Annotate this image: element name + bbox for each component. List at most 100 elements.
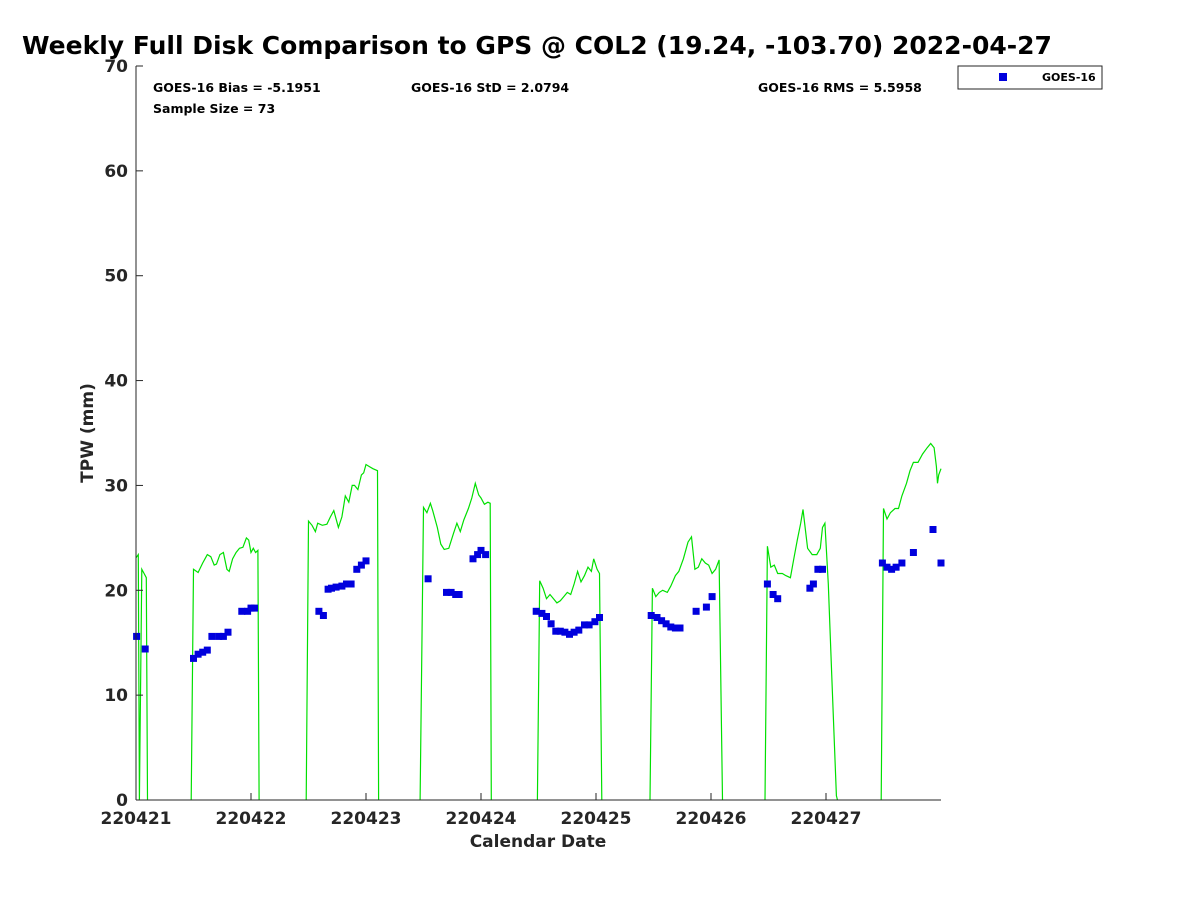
y-tick-label: 60 bbox=[104, 162, 128, 182]
y-tick-label: 40 bbox=[104, 372, 128, 392]
goes16-point bbox=[774, 595, 782, 603]
goes16-point bbox=[424, 575, 432, 583]
y-ticks: 0 10 20 30 40 50 60 70 bbox=[104, 57, 143, 811]
goes16-point bbox=[469, 555, 477, 563]
x-tick-label: 220424 bbox=[446, 809, 517, 829]
goes16-point bbox=[806, 584, 814, 592]
goes16-point bbox=[929, 526, 937, 533]
goes16-point bbox=[532, 607, 540, 615]
goes16-point bbox=[319, 612, 327, 619]
gps-line-segment bbox=[190, 536, 260, 801]
goes16-point bbox=[814, 565, 822, 573]
goes16-point bbox=[552, 627, 560, 635]
goes16-point bbox=[585, 621, 593, 629]
goes16-point bbox=[238, 607, 246, 615]
goes16-point bbox=[141, 645, 149, 653]
goes16-point bbox=[547, 620, 555, 628]
goes16-point bbox=[194, 650, 202, 658]
goes16-point bbox=[203, 646, 211, 654]
goes16-point bbox=[667, 623, 675, 631]
legend: GOES-16 bbox=[957, 65, 1103, 90]
goes16-point bbox=[708, 593, 716, 601]
goes16-point bbox=[898, 559, 906, 567]
goes16-point bbox=[343, 580, 350, 588]
goes16-point bbox=[702, 603, 710, 611]
gps-line-segment bbox=[536, 558, 603, 801]
legend-marker bbox=[999, 73, 1007, 81]
goes16-point bbox=[647, 612, 655, 619]
goes16-point bbox=[482, 551, 490, 559]
goes16-point bbox=[215, 632, 223, 640]
goes16-point bbox=[477, 546, 485, 554]
x-ticks: 220421 220422 220423 220424 220425 220426 2204… bbox=[101, 793, 862, 829]
goes16-point bbox=[219, 632, 227, 640]
x-axis-label: Calendar Date bbox=[470, 832, 607, 852]
goes16-point bbox=[596, 614, 603, 621]
goes16-point bbox=[819, 565, 826, 573]
goes16-point bbox=[809, 580, 817, 588]
goes16-point bbox=[315, 607, 323, 615]
goes16-point bbox=[581, 621, 588, 629]
gps-line-segment bbox=[305, 463, 380, 801]
goes16-point bbox=[338, 582, 346, 590]
goes16-point bbox=[556, 627, 564, 635]
goes16-point bbox=[662, 620, 670, 628]
goes16-point bbox=[566, 630, 573, 638]
goes16-point bbox=[692, 607, 700, 615]
y-tick-label: 10 bbox=[104, 686, 128, 706]
y-axis-label: TPW (mm) bbox=[78, 383, 98, 483]
legend-box bbox=[957, 65, 1103, 90]
gps-line-segment bbox=[880, 442, 942, 801]
goes16-point bbox=[357, 561, 365, 569]
goes16-point bbox=[676, 624, 684, 632]
goes16-point bbox=[888, 565, 896, 573]
y-tick-label: 30 bbox=[104, 476, 128, 496]
gps-line-segment bbox=[135, 552, 149, 801]
x-tick-label: 220422 bbox=[216, 809, 287, 829]
goes16-point bbox=[347, 580, 355, 588]
goes16-point bbox=[190, 654, 197, 662]
goes16-point bbox=[332, 583, 340, 591]
goes16-point bbox=[878, 559, 886, 567]
goes16-point bbox=[671, 624, 679, 632]
stat-bias: GOES-16 Bias = -5.1951 bbox=[153, 80, 321, 95]
goes16-point bbox=[353, 565, 361, 573]
goes16-point bbox=[224, 628, 232, 636]
goes16-point bbox=[455, 591, 463, 598]
y-tick-label: 70 bbox=[104, 57, 128, 77]
stat-std: GOES-16 StD = 2.0794 bbox=[411, 80, 569, 95]
x-tick-label: 220421 bbox=[101, 809, 172, 829]
x-tick-label: 220425 bbox=[561, 809, 632, 829]
goes16-point bbox=[474, 551, 482, 559]
gps-line-segment bbox=[419, 480, 492, 801]
goes16-point bbox=[443, 588, 450, 596]
stat-sample-size: Sample Size = 73 bbox=[153, 101, 275, 116]
goes16-point bbox=[883, 563, 891, 571]
y-tick-label: 50 bbox=[104, 267, 128, 287]
goes16-point bbox=[653, 614, 661, 621]
goes16-point bbox=[570, 628, 578, 636]
goes16-point bbox=[909, 549, 917, 556]
line-layer bbox=[135, 442, 942, 801]
x-tick-label: 220423 bbox=[331, 809, 402, 829]
chart-title: Weekly Full Disk Comparison to GPS @ COL… bbox=[22, 31, 1052, 60]
x-tick-label: 220426 bbox=[676, 809, 747, 829]
gps-line-segment bbox=[764, 509, 839, 801]
legend-label-goes16: GOES-16 bbox=[1042, 71, 1096, 84]
stat-rms: GOES-16 RMS = 5.5958 bbox=[758, 80, 922, 95]
goes16-point bbox=[763, 580, 771, 588]
goes16-point bbox=[362, 557, 370, 565]
y-tick-label: 0 bbox=[116, 791, 128, 811]
goes16-point bbox=[538, 609, 546, 617]
goes16-point bbox=[769, 591, 777, 598]
goes16-point bbox=[208, 632, 216, 640]
goes16-point bbox=[591, 618, 599, 626]
goes16-point bbox=[251, 604, 258, 612]
goes16-point bbox=[575, 626, 583, 634]
x-tick-label: 220427 bbox=[791, 809, 862, 829]
gps-line-segment bbox=[649, 535, 724, 801]
y-tick-label: 20 bbox=[104, 581, 128, 601]
goes16-point bbox=[328, 584, 335, 592]
goes16-point bbox=[561, 628, 569, 636]
goes16-point bbox=[892, 563, 900, 571]
